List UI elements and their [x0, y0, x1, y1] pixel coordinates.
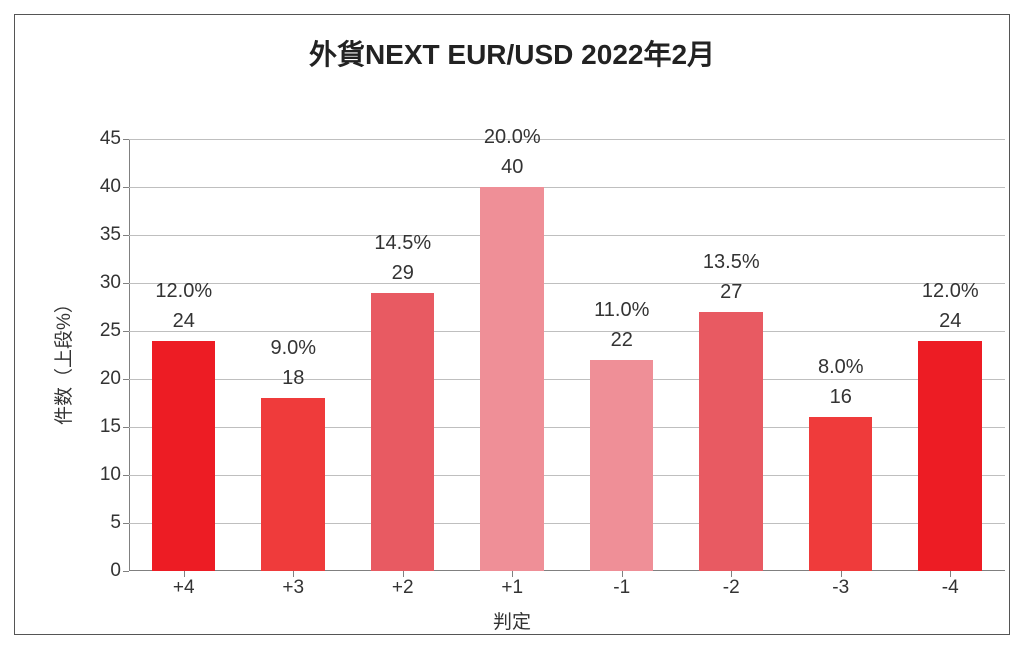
value-label: 27: [720, 281, 742, 304]
bar: [371, 293, 435, 571]
chart-frame: 外貨NEXT EUR/USD 2022年2月 件数（上段%） 0 5 10 15 20 2…: [14, 14, 1010, 635]
grid-line: [129, 187, 1005, 188]
grid-line: [129, 331, 1005, 332]
value-label: 22: [611, 329, 633, 352]
x-tick-label: -4: [942, 571, 959, 599]
y-tick-label: 40: [100, 176, 129, 198]
value-label: 16: [830, 386, 852, 409]
x-tick-label: +2: [392, 571, 414, 599]
x-tick-label: +1: [501, 571, 523, 599]
plot-area: 051015202530354045+42412.0%+3189.0%+2291…: [129, 139, 1005, 571]
y-tick-label: 20: [100, 368, 129, 390]
y-tick-label: 15: [100, 416, 129, 438]
percent-label: 12.0%: [922, 280, 979, 303]
bar: [590, 360, 654, 571]
grid-line: [129, 523, 1005, 524]
grid-line: [129, 379, 1005, 380]
percent-label: 8.0%: [818, 356, 864, 379]
x-tick-label: -1: [613, 571, 630, 599]
bar: [809, 417, 873, 571]
grid-line: [129, 427, 1005, 428]
y-tick-label: 35: [100, 224, 129, 246]
y-tick-label: 25: [100, 320, 129, 342]
value-label: 29: [392, 262, 414, 285]
value-label: 24: [173, 310, 195, 333]
y-tick-label: 45: [100, 128, 129, 150]
grid-line: [129, 139, 1005, 140]
bar: [918, 341, 982, 571]
value-label: 40: [501, 156, 523, 179]
percent-label: 9.0%: [270, 337, 316, 360]
percent-label: 12.0%: [155, 280, 212, 303]
grid-line: [129, 235, 1005, 236]
grid-line: [129, 283, 1005, 284]
x-tick-label: +3: [282, 571, 304, 599]
percent-label: 11.0%: [594, 299, 649, 322]
value-label: 18: [282, 367, 304, 390]
value-label: 24: [939, 310, 961, 333]
grid-line: [129, 475, 1005, 476]
x-tick-label: -2: [723, 571, 740, 599]
y-tick-label: 0: [110, 560, 129, 582]
percent-label: 14.5%: [374, 232, 431, 255]
x-axis-label: 判定: [15, 607, 1009, 634]
y-axis-label: 件数（上段%）: [49, 294, 76, 425]
x-tick-label: -3: [832, 571, 849, 599]
bar: [261, 398, 325, 571]
x-tick-label: +4: [173, 571, 195, 599]
y-axis-line: [129, 139, 130, 571]
y-tick-label: 5: [110, 512, 129, 534]
bar: [480, 187, 544, 571]
bar: [699, 312, 763, 571]
y-tick-label: 30: [100, 272, 129, 294]
chart-title: 外貨NEXT EUR/USD 2022年2月: [15, 33, 1009, 73]
percent-label: 13.5%: [703, 251, 760, 274]
x-axis-line: [129, 570, 1005, 571]
bar: [152, 341, 216, 571]
percent-label: 20.0%: [484, 126, 541, 149]
y-tick-label: 10: [100, 464, 129, 486]
